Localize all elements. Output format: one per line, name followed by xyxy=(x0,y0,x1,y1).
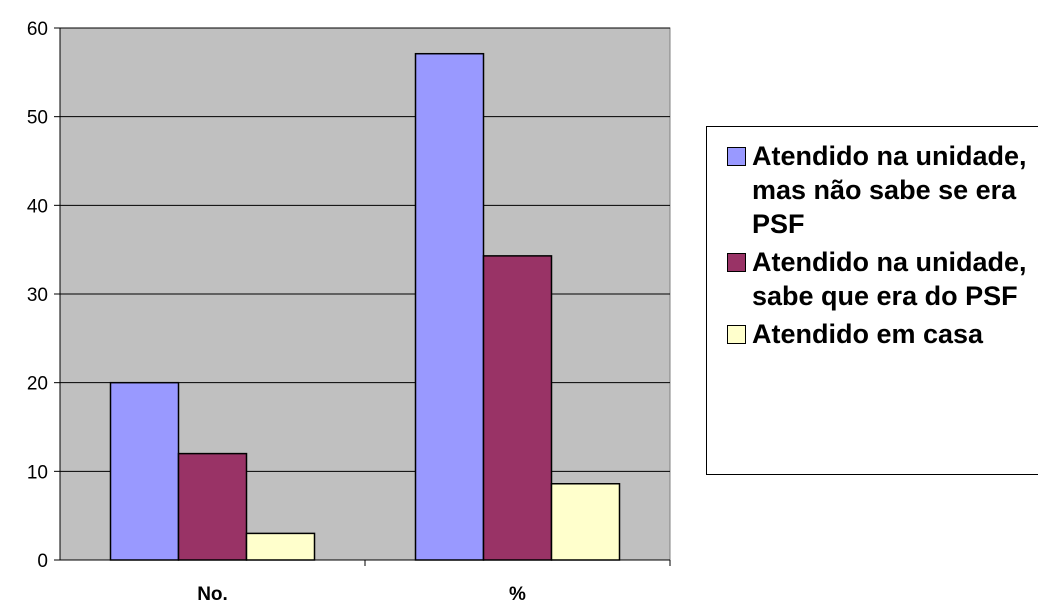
y-tick-label-50: 50 xyxy=(27,108,48,129)
legend-label-series-3: Atendido em casa xyxy=(752,319,984,349)
x-category-label-2: % xyxy=(509,584,526,605)
y-tick-label-40: 40 xyxy=(27,196,48,217)
bar-series-2-cat-1 xyxy=(177,452,248,561)
legend-label-series-2: Atendido na unidade, sabe que era do PSF xyxy=(752,247,1027,311)
bar-series-1-cat-2 xyxy=(414,52,485,561)
x-category-label-1: No. xyxy=(197,584,228,605)
legend-swatch-series-2 xyxy=(727,253,746,272)
y-tick-label-20: 20 xyxy=(27,374,48,395)
legend-item-series-2: Atendido na unidade, sabe que era do PSF xyxy=(727,245,1038,313)
y-tick-label-60: 60 xyxy=(27,19,48,40)
bar-series-3-cat-1 xyxy=(245,532,316,561)
legend-item-series-3: Atendido em casa xyxy=(727,317,1038,351)
bar-series-1-cat-1 xyxy=(109,381,180,561)
bar-series-2-cat-2 xyxy=(482,255,553,561)
bar-series-3-cat-2 xyxy=(550,482,621,561)
legend-item-series-1: Atendido na unidade, mas não sabe se era… xyxy=(727,139,1038,241)
y-tick-label-10: 10 xyxy=(27,462,48,483)
x-axis: No.% xyxy=(197,560,671,605)
legend: Atendido na unidade, mas não sabe se era… xyxy=(706,126,1038,475)
legend-swatch-series-1 xyxy=(727,147,746,166)
y-axis: 0 10 20 30 40 50 60 xyxy=(27,19,60,572)
y-tick-label-0: 0 xyxy=(37,551,48,572)
legend-label-series-1: Atendido na unidade, mas não sabe se era… xyxy=(752,141,1027,239)
legend-swatch-series-3 xyxy=(727,325,746,344)
bars xyxy=(109,52,621,561)
y-tick-label-30: 30 xyxy=(27,285,48,306)
